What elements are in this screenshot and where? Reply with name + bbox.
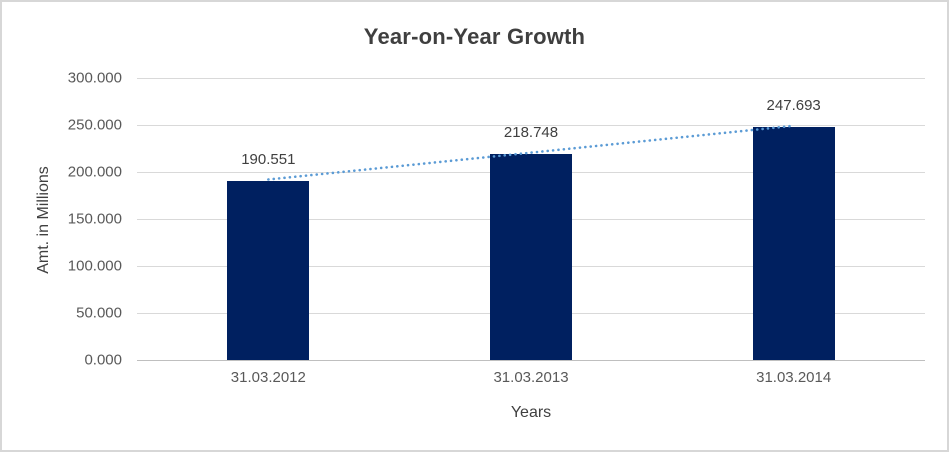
bar <box>227 180 310 360</box>
bar <box>490 154 572 360</box>
y-tick-label: 300.000 <box>67 69 122 87</box>
y-tick-label: 0.000 <box>84 351 122 369</box>
x-tick-label: 31.03.2012 <box>230 369 306 386</box>
y-tick-label: 150.000 <box>67 210 122 228</box>
x-tick-label: 31.03.2014 <box>756 369 832 386</box>
plot-area: 190.551 218.748 247.693 <box>137 78 925 361</box>
y-tick-label: 250.000 <box>67 116 122 134</box>
bar <box>752 127 835 360</box>
x-tick-label: 31.03.2013 <box>493 369 569 386</box>
x-axis-line <box>137 360 925 361</box>
data-label: 218.748 <box>503 124 559 142</box>
data-label: 190.551 <box>241 150 296 168</box>
x-axis-title: Years <box>510 404 552 421</box>
chart-title: Year-on-Year Growth <box>363 24 586 49</box>
gridline <box>137 78 925 79</box>
data-label: 247.693 <box>766 97 821 115</box>
y-tick-label: 50.000 <box>76 304 122 322</box>
y-tick-label: 100.000 <box>67 257 122 275</box>
y-tick-label: 200.000 <box>67 163 122 181</box>
